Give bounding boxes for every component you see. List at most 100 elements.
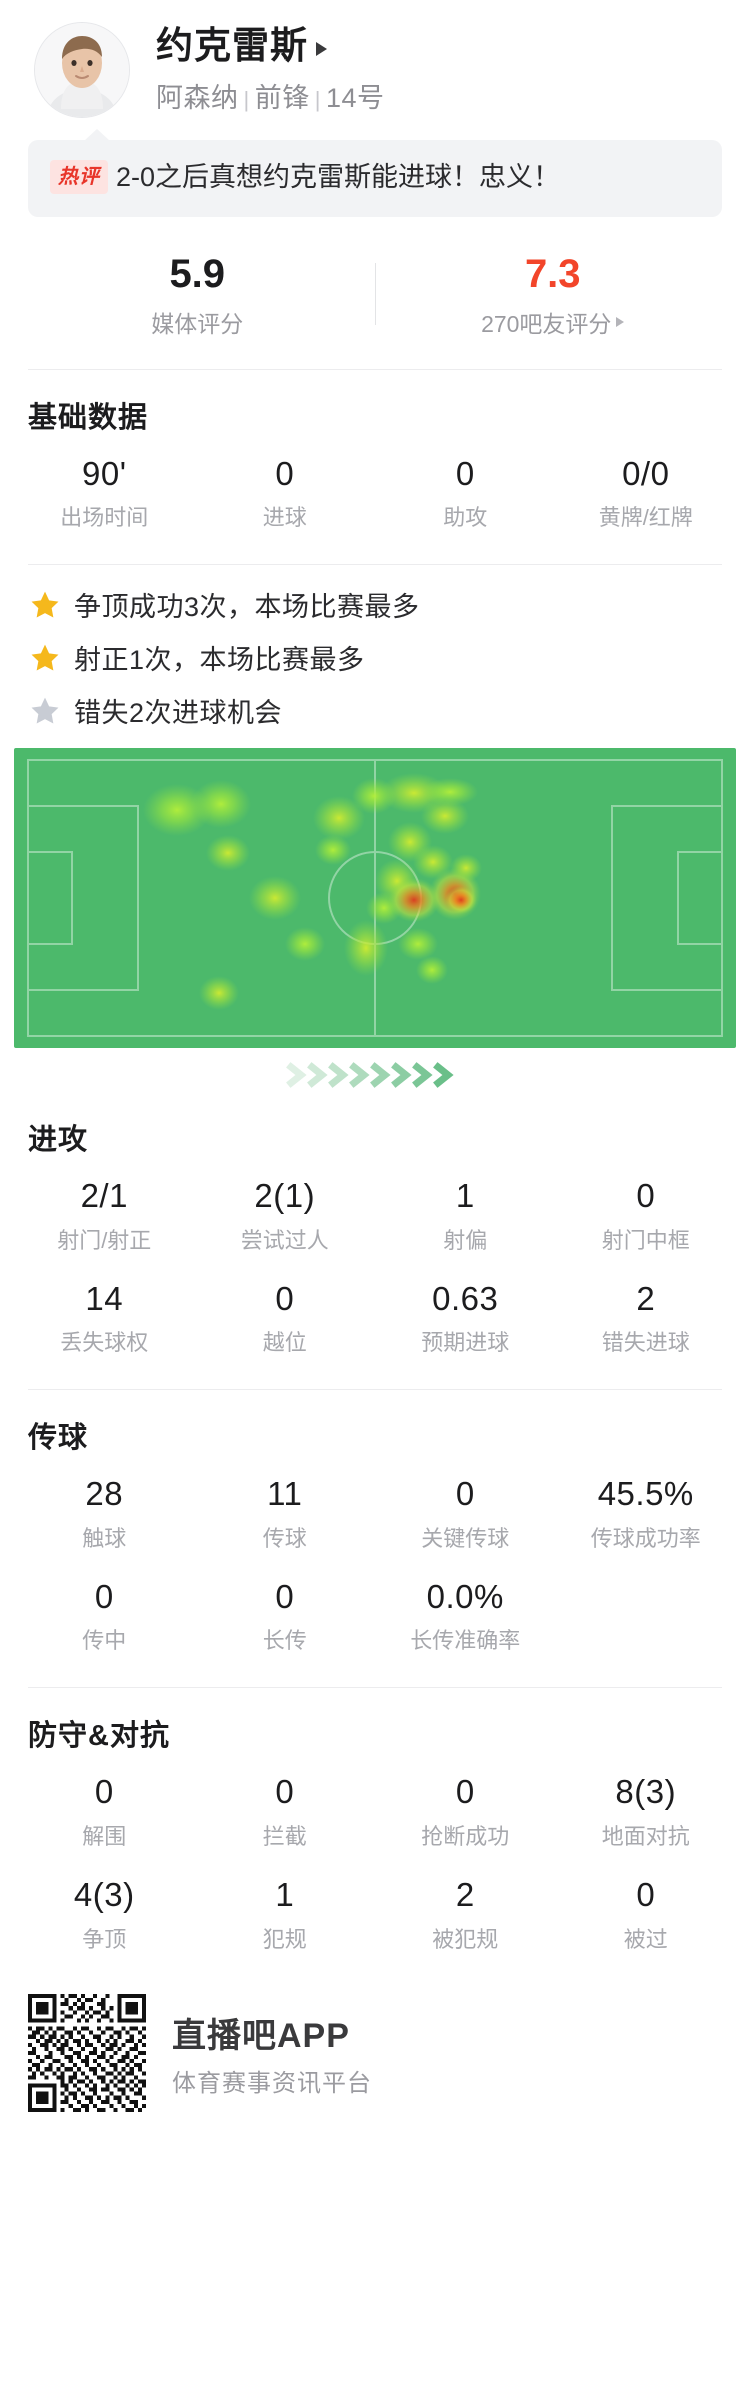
player-name-row[interactable]: 约克雷斯 — [156, 25, 384, 68]
stat-cell: 0 被过 — [556, 1871, 737, 1960]
media-rating-label: 媒体评分 — [20, 305, 375, 339]
star-icon — [31, 697, 59, 724]
list-item: 错失2次进球机会 — [28, 691, 722, 730]
stat-label: 长传 — [262, 1628, 307, 1654]
stat-cell: 0.63 预期进球 — [375, 1275, 556, 1364]
stat-value: 11 — [267, 1475, 303, 1513]
page-title: 约克雷斯 — [156, 24, 308, 66]
stat-label: 预期进球 — [421, 1330, 510, 1356]
section-title-attack: 进攻 — [28, 1124, 89, 1157]
fan-rating[interactable]: 7.3 270吧友评分 — [376, 245, 731, 343]
stat-cell: 0 抢断成功 — [375, 1768, 556, 1857]
stat-cell-empty — [556, 1573, 737, 1662]
chevron-right-icon[interactable] — [616, 316, 625, 327]
attack-stats-row-1: 2/1 射门/射正 2(1) 尝试过人 1 射偏 0 射门中框 — [0, 1172, 750, 1261]
chevron-right-icon[interactable] — [316, 41, 327, 56]
player-number: 14号 — [325, 83, 385, 114]
stat-cell: 28 触球 — [14, 1470, 195, 1559]
passing-stats-row-1: 28 触球 11 传球 0 关键传球 45.5% 传球成功率 — [0, 1470, 750, 1559]
highlight-list: 争顶成功3次，本场比赛最多 射正1次，本场比赛最多 错失2次进球机会 — [0, 585, 750, 730]
footer-text: 直播吧APP 体育赛事资讯平台 — [172, 2008, 372, 2098]
stat-value: 2/1 — [80, 1177, 128, 1215]
fan-rating-label[interactable]: 270吧友评分 — [376, 305, 731, 339]
qr-code-icon — [28, 1993, 146, 2112]
section-title-defense: 防守&对抗 — [28, 1720, 170, 1753]
stat-label: 出场时间 — [60, 505, 149, 531]
stat-cell: 0 传中 — [14, 1573, 195, 1662]
hot-comment-caret — [84, 129, 110, 141]
highlight-text: 错失2次进球机会 — [74, 698, 283, 729]
defense-stats-row-1: 0 解围 0 拦截 0 抢断成功 8(3) 地面对抗 — [0, 1768, 750, 1857]
stat-cell: 2 错失进球 — [556, 1275, 737, 1364]
stat-value: 2 — [636, 1279, 656, 1317]
avatar[interactable] — [34, 22, 130, 118]
divider-attack — [28, 1389, 722, 1391]
meta-separator-2: | — [314, 87, 321, 113]
stat-value: 0 — [94, 1577, 114, 1615]
stat-label: 尝试过人 — [240, 1227, 329, 1253]
stat-label: 传中 — [82, 1628, 127, 1654]
stat-cell: 0 助攻 — [375, 450, 556, 539]
stat-label: 被过 — [623, 1926, 668, 1952]
stat-label: 触球 — [82, 1525, 127, 1551]
player-header: 约克雷斯 阿森纳 | 前锋 | 14号 — [0, 0, 750, 118]
stat-cell: 2 被犯规 — [375, 1871, 556, 1960]
stat-label: 错失进球 — [601, 1330, 690, 1356]
media-rating-value: 5.9 — [169, 251, 226, 296]
divider-basic — [28, 564, 722, 566]
hot-comment-box[interactable]: 热评 2-0之后真想约克雷斯能进球！忠义！ — [28, 140, 722, 217]
stat-cell: 14 丢失球权 — [14, 1275, 195, 1364]
section-title-basic: 基础数据 — [28, 401, 149, 434]
status-badge: 热评 — [50, 160, 108, 194]
stat-label: 犯规 — [262, 1926, 307, 1952]
divider-passing — [28, 1687, 722, 1689]
stat-label: 传球成功率 — [590, 1525, 701, 1551]
meta-separator-1: | — [243, 87, 250, 113]
stat-value: 0 — [94, 1773, 114, 1811]
stat-label: 传球 — [262, 1525, 307, 1551]
stat-label: 地面对抗 — [601, 1824, 690, 1850]
qr-code[interactable] — [28, 1993, 146, 2112]
star-icon — [31, 591, 59, 618]
stat-value: 28 — [85, 1475, 124, 1513]
app-name: 直播吧APP — [172, 2016, 350, 2055]
stat-cell: 2(1) 尝试过人 — [195, 1172, 376, 1261]
stat-value: 0 — [455, 1475, 475, 1513]
stat-value: 0 — [275, 454, 295, 492]
stat-label: 进球 — [262, 505, 307, 531]
stat-label: 长传准确率 — [410, 1628, 521, 1654]
stat-cell: 0 进球 — [195, 450, 376, 539]
passing-stats-row-2: 0 传中 0 长传 0.0% 长传准确率 — [0, 1573, 750, 1662]
stat-value: 0 — [455, 454, 475, 492]
stat-label: 关键传球 — [421, 1525, 510, 1551]
stat-value: 4(3) — [73, 1876, 135, 1914]
fan-rating-value: 7.3 — [524, 251, 581, 296]
stat-label: 抢断成功 — [421, 1824, 510, 1850]
list-item: 射正1次，本场比赛最多 — [28, 638, 722, 677]
player-position: 前锋 — [254, 83, 310, 114]
stat-cell: 8(3) 地面对抗 — [556, 1768, 737, 1857]
player-meta: 阿森纳 | 前锋 | 14号 — [156, 76, 384, 115]
stat-cell: 0 越位 — [195, 1275, 376, 1364]
stat-cell: 0.0% 长传准确率 — [375, 1573, 556, 1662]
list-item: 争顶成功3次，本场比赛最多 — [28, 585, 722, 624]
stat-label: 助攻 — [443, 505, 488, 531]
stat-cell: 0/0 黄牌/红牌 — [556, 450, 737, 539]
stat-label: 被犯规 — [432, 1926, 499, 1952]
hot-comment-section[interactable]: 热评 2-0之后真想约克雷斯能进球！忠义！ — [28, 129, 722, 217]
stat-cell: 0 解围 — [14, 1768, 195, 1857]
stat-label: 丢失球权 — [60, 1330, 149, 1356]
stat-cell: 90' 出场时间 — [14, 450, 195, 539]
stat-value: 0.0% — [426, 1577, 504, 1615]
stat-value: 0/0 — [622, 454, 670, 492]
stat-label: 射门中框 — [601, 1227, 690, 1253]
attack-direction — [14, 1058, 736, 1092]
stat-label: 射门/射正 — [57, 1227, 152, 1253]
stat-value: 45.5% — [597, 1475, 694, 1513]
divider-top — [28, 368, 722, 370]
defense-stats-row-2: 4(3) 争顶 1 犯规 2 被犯规 0 被过 — [0, 1871, 750, 1960]
section-title-passing: 传球 — [28, 1422, 89, 1455]
stat-value: 2 — [455, 1876, 475, 1914]
media-rating: 5.9 媒体评分 — [20, 245, 375, 343]
